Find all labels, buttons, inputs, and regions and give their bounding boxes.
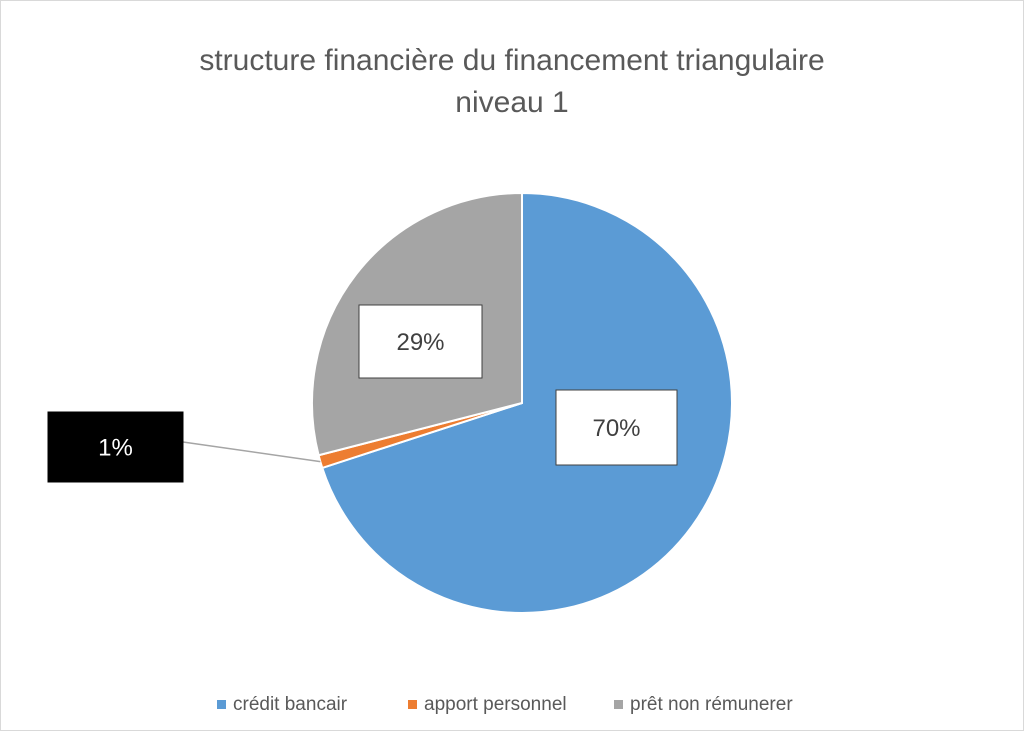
chart-title: niveau 1 [455,86,568,119]
legend-label: prêt non rémunerer [630,694,793,715]
legend-label: crédit bancair [233,694,348,715]
data-label-box [555,389,678,466]
data-label: 1% [98,434,133,461]
data-label: 29% [396,329,444,356]
legend-label: apport personnel [424,694,567,715]
legend-swatch [217,700,226,709]
pie-slice [321,191,733,614]
chart-title: structure financière du financement tria… [199,44,824,77]
legend-swatch [614,700,623,709]
data-label-box [47,411,184,483]
legend-swatch [408,700,417,709]
data-label: 70% [592,415,640,442]
data-label-box [358,304,483,379]
leader-line [182,441,321,463]
